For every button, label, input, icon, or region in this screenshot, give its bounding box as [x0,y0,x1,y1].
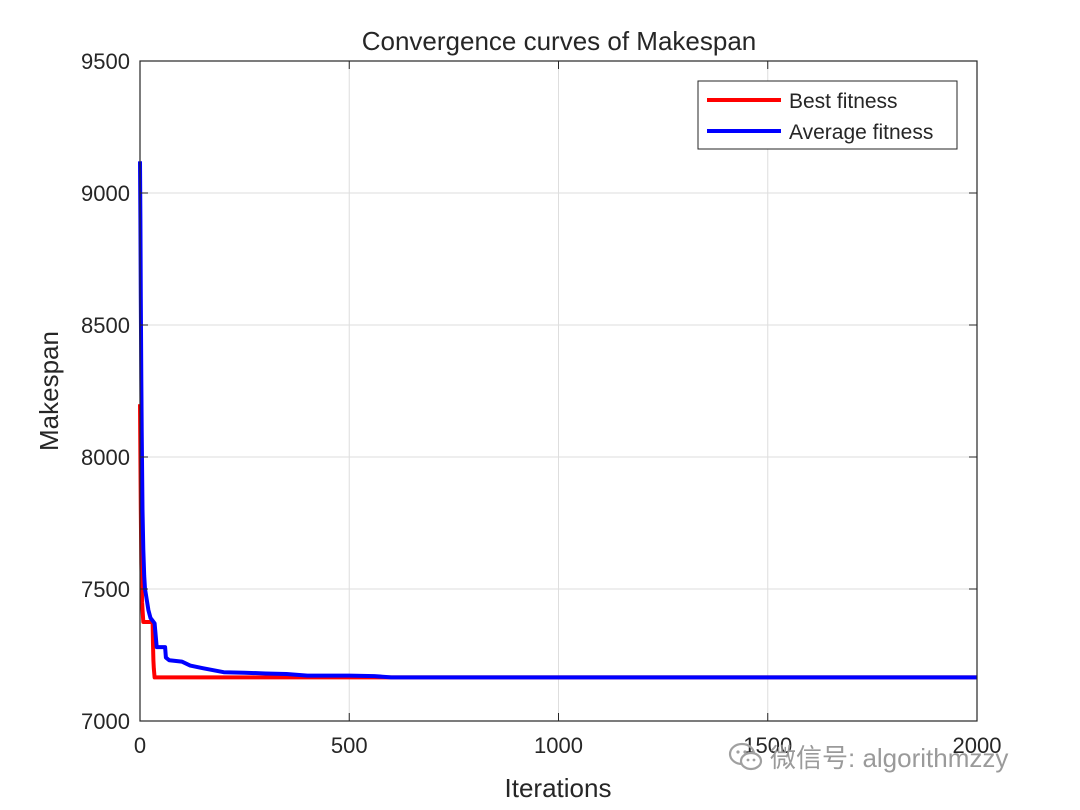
chart-title: Convergence curves of Makespan [362,26,757,56]
wechat-icon [728,741,764,773]
y-axis-label: Makespan [34,331,64,451]
y-tick-label: 8000 [81,445,130,470]
x-tick-label: 500 [331,733,368,758]
watermark: 微信号: algorithmzzy [728,738,1008,775]
series-lines [138,161,977,680]
watermark-text: 微信号: algorithmzzy [770,743,1009,773]
y-tick-label: 7000 [81,709,130,734]
legend-label-2: Average fitness [789,121,933,144]
legend-box [697,80,958,150]
x-tick-label: 0 [134,733,146,758]
y-tick-label: 7500 [81,577,130,602]
x-axis-label: Iterations [505,773,612,803]
legend-label-1: Best fitness [789,90,898,113]
x-tick-label: 2000 [953,733,1002,758]
x-tick-label: 1000 [534,733,583,758]
grid-lines [140,61,977,721]
y-tick-label: 9000 [81,181,130,206]
y-tick-label: 9500 [81,49,130,74]
legend: Best fitness Average fitness [697,80,958,150]
series-line-2 [138,161,977,680]
y-tick-label: 8500 [81,313,130,338]
